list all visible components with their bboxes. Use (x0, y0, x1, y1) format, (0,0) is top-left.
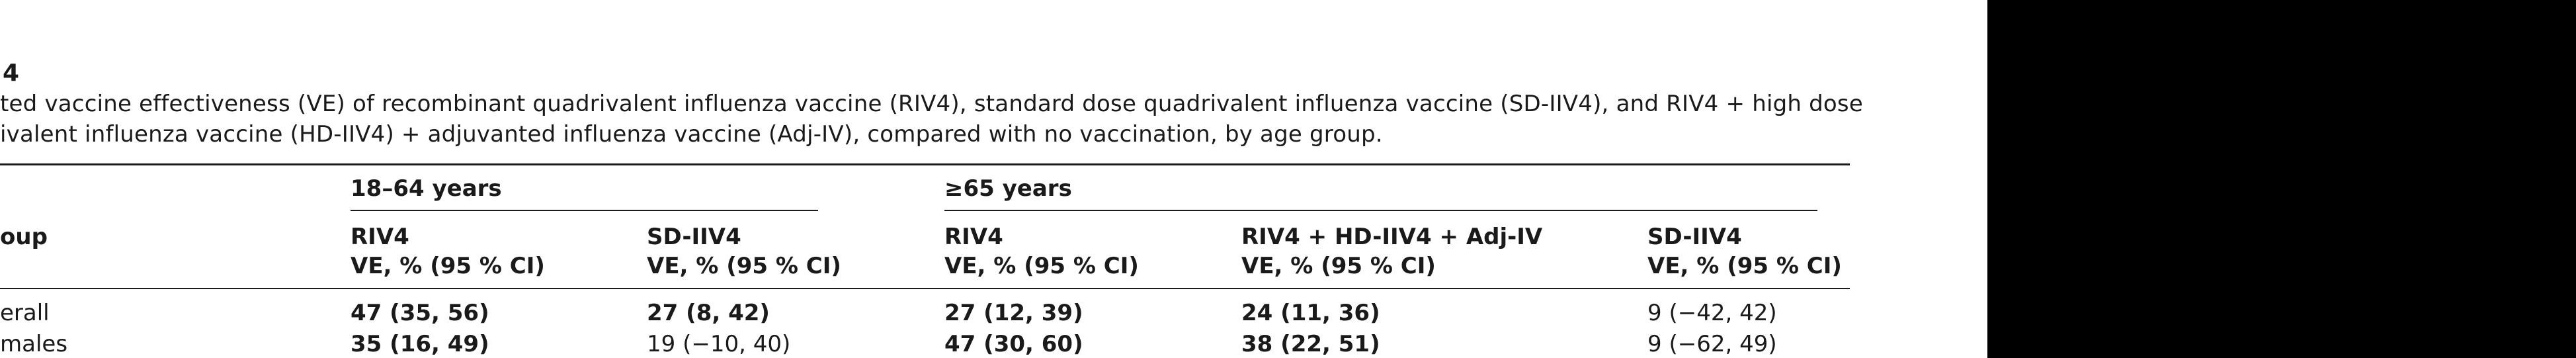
col-header-sdiiv4-65-plus: SD-IIV4 (1647, 224, 1742, 250)
col-subheader-sdiiv4-18-64: VE, % (95 % CI) (647, 253, 841, 279)
col-header-riv4-18-64: RIV4 (351, 224, 409, 250)
col-header-riv4-65-plus: RIV4 (944, 224, 1003, 250)
header-bottom-rule (0, 288, 1850, 289)
caption-line-1: ted vaccine effectiveness (VE) of recomb… (0, 91, 1863, 117)
age-group-18-64-underline (351, 210, 818, 211)
table-cell: 27 (8, 42) (647, 300, 770, 326)
table-cell: 9 (−42, 42) (1647, 300, 1777, 326)
age-group-18-64: 18–64 years (351, 175, 502, 202)
table-cell: 38 (22, 51) (1241, 331, 1380, 357)
col-subheader-combo-65-plus: VE, % (95 % CI) (1241, 253, 1436, 279)
col-subheader-sdiiv4-65-plus: VE, % (95 % CI) (1647, 253, 1842, 279)
row-label: erall (0, 300, 50, 326)
table-label: 4 (3, 60, 20, 87)
table-cell: 35 (16, 49) (351, 331, 489, 357)
col-subheader-riv4-65-plus: VE, % (95 % CI) (944, 253, 1139, 279)
table-cell: 47 (30, 60) (944, 331, 1083, 357)
col-header-sdiiv4-18-64: SD-IIV4 (647, 224, 741, 250)
caption-line-2: ivalent influenza vaccine (HD-IIV4) + ad… (0, 121, 1383, 148)
group-column-header: oup (0, 224, 48, 250)
table-cell: 27 (12, 39) (944, 300, 1083, 326)
col-subheader-riv4-18-64: VE, % (95 % CI) (351, 253, 545, 279)
table-cell: 24 (11, 36) (1241, 300, 1380, 326)
black-panel (1987, 0, 2576, 358)
age-group-65-plus-underline (944, 210, 1817, 211)
table-cell: 19 (−10, 40) (647, 331, 791, 357)
table-cell: 47 (35, 56) (351, 300, 489, 326)
table-top-rule (0, 163, 1850, 165)
age-group-65-plus: ≥65 years (944, 175, 1072, 202)
row-label: males (0, 331, 68, 357)
table-cell: 9 (−62, 49) (1647, 331, 1777, 357)
col-header-combo-65-plus: RIV4 + HD-IIV4 + Adj-IV (1241, 224, 1543, 250)
